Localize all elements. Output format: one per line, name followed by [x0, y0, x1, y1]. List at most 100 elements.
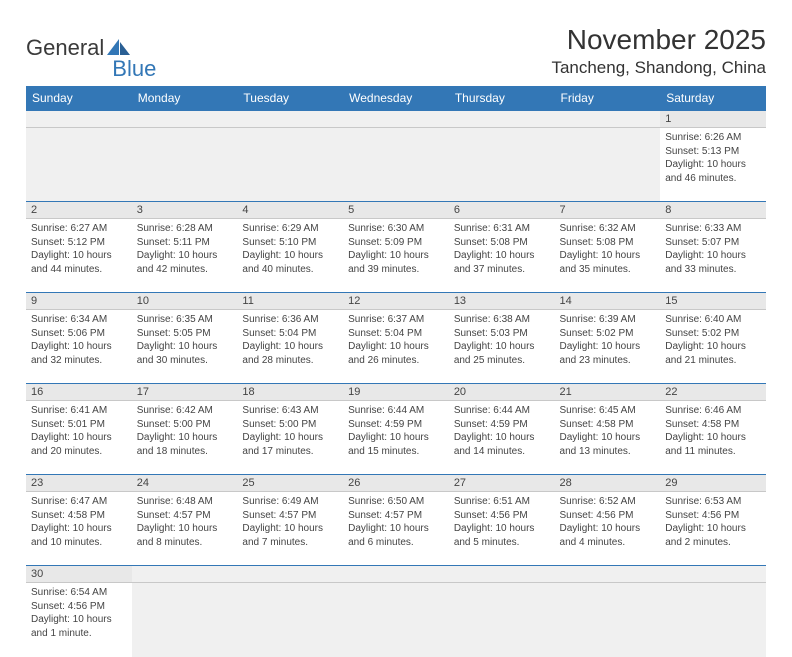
- day-cell: [449, 128, 555, 202]
- daylight-line: Daylight: 10 hours and 13 minutes.: [560, 431, 656, 458]
- day-header-cell: Sunday: [26, 86, 132, 111]
- sunrise-line: Sunrise: 6:46 AM: [665, 404, 761, 418]
- daylight-line: Daylight: 10 hours and 10 minutes.: [31, 522, 127, 549]
- sunrise-line: Sunrise: 6:35 AM: [137, 313, 233, 327]
- day-number-cell: 6: [449, 202, 555, 219]
- day-cell: [237, 128, 343, 202]
- content-row: Sunrise: 6:47 AMSunset: 4:58 PMDaylight:…: [26, 492, 766, 566]
- daylight-line: Daylight: 10 hours and 33 minutes.: [665, 249, 761, 276]
- daynum-row: 23242526272829: [26, 475, 766, 492]
- sunrise-line: Sunrise: 6:26 AM: [665, 131, 761, 145]
- location: Tancheng, Shandong, China: [551, 58, 766, 78]
- sunrise-line: Sunrise: 6:52 AM: [560, 495, 656, 509]
- day-number-cell: [449, 566, 555, 583]
- daynum-row: 30: [26, 566, 766, 583]
- sunset-line: Sunset: 5:12 PM: [31, 236, 127, 250]
- day-number-cell: 1: [660, 111, 766, 128]
- logo-text-general: General: [26, 35, 104, 61]
- sunrise-line: Sunrise: 6:33 AM: [665, 222, 761, 236]
- sunset-line: Sunset: 5:00 PM: [242, 418, 338, 432]
- sail-icon: [106, 38, 132, 58]
- day-number-cell: [237, 111, 343, 128]
- day-number-cell: [449, 111, 555, 128]
- day-number-cell: 2: [26, 202, 132, 219]
- logo: General Blue: [26, 24, 156, 72]
- sunset-line: Sunset: 5:10 PM: [242, 236, 338, 250]
- title-block: November 2025 Tancheng, Shandong, China: [551, 24, 766, 78]
- day-number-cell: 10: [132, 293, 238, 310]
- day-cell: Sunrise: 6:48 AMSunset: 4:57 PMDaylight:…: [132, 492, 238, 566]
- day-cell: Sunrise: 6:31 AMSunset: 5:08 PMDaylight:…: [449, 219, 555, 293]
- sunrise-line: Sunrise: 6:37 AM: [348, 313, 444, 327]
- calendar-table: SundayMondayTuesdayWednesdayThursdayFrid…: [26, 86, 766, 657]
- sunset-line: Sunset: 4:59 PM: [454, 418, 550, 432]
- daylight-line: Daylight: 10 hours and 17 minutes.: [242, 431, 338, 458]
- day-cell: [555, 128, 661, 202]
- sunrise-line: Sunrise: 6:42 AM: [137, 404, 233, 418]
- daylight-line: Daylight: 10 hours and 7 minutes.: [242, 522, 338, 549]
- day-number-cell: [555, 566, 661, 583]
- sunrise-line: Sunrise: 6:54 AM: [31, 586, 127, 600]
- day-cell: Sunrise: 6:29 AMSunset: 5:10 PMDaylight:…: [237, 219, 343, 293]
- day-number-cell: 5: [343, 202, 449, 219]
- day-cell: Sunrise: 6:50 AMSunset: 4:57 PMDaylight:…: [343, 492, 449, 566]
- day-number-cell: [343, 566, 449, 583]
- sunset-line: Sunset: 5:04 PM: [242, 327, 338, 341]
- day-number-cell: 19: [343, 384, 449, 401]
- sunset-line: Sunset: 4:59 PM: [348, 418, 444, 432]
- day-number-cell: 9: [26, 293, 132, 310]
- day-number-cell: 18: [237, 384, 343, 401]
- day-cell: Sunrise: 6:44 AMSunset: 4:59 PMDaylight:…: [449, 401, 555, 475]
- day-cell: Sunrise: 6:40 AMSunset: 5:02 PMDaylight:…: [660, 310, 766, 384]
- daylight-line: Daylight: 10 hours and 8 minutes.: [137, 522, 233, 549]
- daylight-line: Daylight: 10 hours and 18 minutes.: [137, 431, 233, 458]
- day-number-cell: 20: [449, 384, 555, 401]
- day-number-cell: 21: [555, 384, 661, 401]
- sunrise-line: Sunrise: 6:31 AM: [454, 222, 550, 236]
- daylight-line: Daylight: 10 hours and 20 minutes.: [31, 431, 127, 458]
- daylight-line: Daylight: 10 hours and 14 minutes.: [454, 431, 550, 458]
- day-number-cell: 8: [660, 202, 766, 219]
- day-cell: Sunrise: 6:41 AMSunset: 5:01 PMDaylight:…: [26, 401, 132, 475]
- daylight-line: Daylight: 10 hours and 32 minutes.: [31, 340, 127, 367]
- day-cell: [237, 583, 343, 657]
- day-cell: [343, 583, 449, 657]
- sunrise-line: Sunrise: 6:28 AM: [137, 222, 233, 236]
- day-cell: Sunrise: 6:47 AMSunset: 4:58 PMDaylight:…: [26, 492, 132, 566]
- sunset-line: Sunset: 5:01 PM: [31, 418, 127, 432]
- content-row: Sunrise: 6:34 AMSunset: 5:06 PMDaylight:…: [26, 310, 766, 384]
- sunset-line: Sunset: 5:02 PM: [560, 327, 656, 341]
- daylight-line: Daylight: 10 hours and 5 minutes.: [454, 522, 550, 549]
- day-header-row: SundayMondayTuesdayWednesdayThursdayFrid…: [26, 86, 766, 111]
- day-header-cell: Friday: [555, 86, 661, 111]
- day-number-cell: 24: [132, 475, 238, 492]
- daylight-line: Daylight: 10 hours and 40 minutes.: [242, 249, 338, 276]
- day-cell: Sunrise: 6:54 AMSunset: 4:56 PMDaylight:…: [26, 583, 132, 657]
- day-cell: [660, 583, 766, 657]
- day-cell: Sunrise: 6:43 AMSunset: 5:00 PMDaylight:…: [237, 401, 343, 475]
- daylight-line: Daylight: 10 hours and 25 minutes.: [454, 340, 550, 367]
- daylight-line: Daylight: 10 hours and 44 minutes.: [31, 249, 127, 276]
- day-cell: Sunrise: 6:53 AMSunset: 4:56 PMDaylight:…: [660, 492, 766, 566]
- sunrise-line: Sunrise: 6:45 AM: [560, 404, 656, 418]
- sunrise-line: Sunrise: 6:30 AM: [348, 222, 444, 236]
- day-number-cell: 12: [343, 293, 449, 310]
- day-cell: Sunrise: 6:39 AMSunset: 5:02 PMDaylight:…: [555, 310, 661, 384]
- day-cell: [343, 128, 449, 202]
- day-number-cell: [26, 111, 132, 128]
- daylight-line: Daylight: 10 hours and 21 minutes.: [665, 340, 761, 367]
- day-header-cell: Wednesday: [343, 86, 449, 111]
- daynum-row: 16171819202122: [26, 384, 766, 401]
- sunset-line: Sunset: 5:02 PM: [665, 327, 761, 341]
- sunset-line: Sunset: 4:57 PM: [242, 509, 338, 523]
- header: General Blue November 2025 Tancheng, Sha…: [26, 24, 766, 78]
- day-number-cell: 26: [343, 475, 449, 492]
- day-cell: Sunrise: 6:26 AMSunset: 5:13 PMDaylight:…: [660, 128, 766, 202]
- day-cell: Sunrise: 6:34 AMSunset: 5:06 PMDaylight:…: [26, 310, 132, 384]
- sunrise-line: Sunrise: 6:49 AM: [242, 495, 338, 509]
- day-cell: Sunrise: 6:32 AMSunset: 5:08 PMDaylight:…: [555, 219, 661, 293]
- day-number-cell: 4: [237, 202, 343, 219]
- day-number-cell: [132, 566, 238, 583]
- day-header-cell: Thursday: [449, 86, 555, 111]
- daylight-line: Daylight: 10 hours and 37 minutes.: [454, 249, 550, 276]
